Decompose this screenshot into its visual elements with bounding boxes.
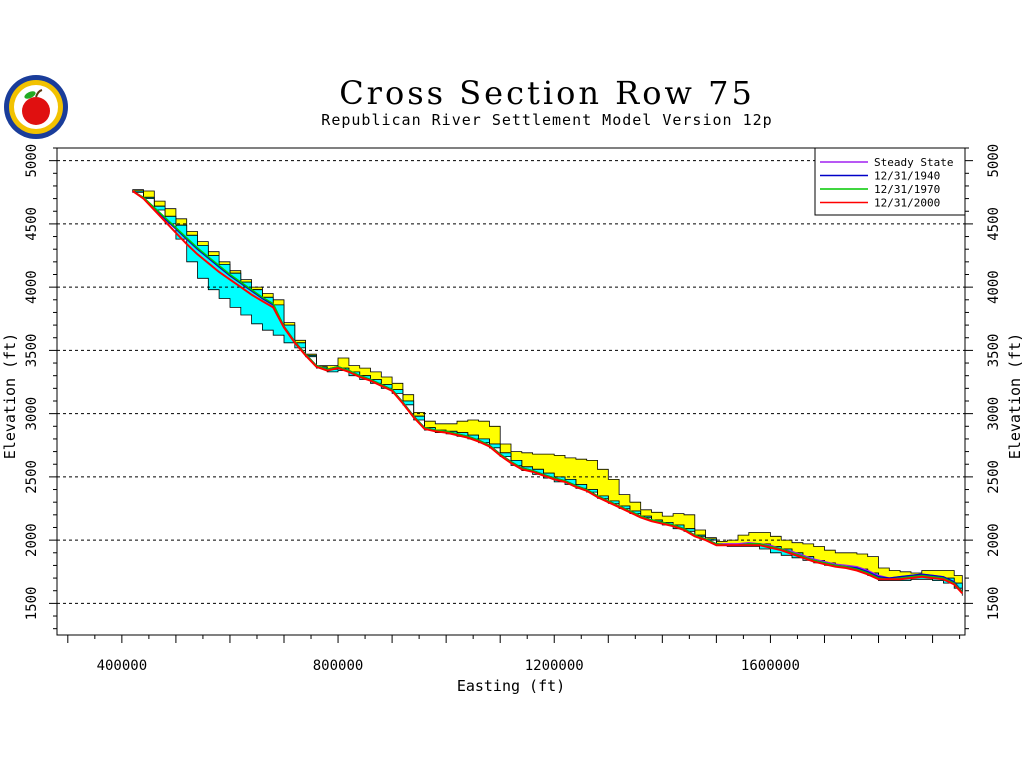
legend-label: 12/31/1970 [874, 183, 940, 196]
series-line [132, 190, 963, 593]
axis-ticks [49, 147, 973, 643]
chart-title: Cross Section Row 75 [339, 74, 755, 112]
y-tick-label-left: 2000 [24, 523, 40, 557]
legend-label: Steady State [874, 156, 953, 169]
plot-frame [56, 147, 966, 636]
x-tick-label: 400000 [97, 658, 148, 674]
y-tick-label-right: 3500 [986, 334, 1002, 368]
y-tick-label-left: 4000 [24, 270, 40, 304]
y-tick-label-left: 4500 [24, 207, 40, 241]
y-tick-label-right: 4500 [986, 207, 1002, 241]
y-tick-label-left: 3500 [24, 334, 40, 368]
x-tick-label: 800000 [313, 658, 364, 674]
x-axis-title: Easting (ft) [457, 677, 565, 695]
legend-label: 12/31/1940 [874, 170, 940, 183]
y-tick-label-left: 3000 [24, 397, 40, 431]
grid-lines [57, 160, 965, 604]
upper-layer-fill [132, 189, 963, 592]
series-line [132, 190, 963, 593]
y-tick-label-left: 5000 [24, 144, 40, 178]
y-tick-label-left: 1500 [24, 587, 40, 621]
y-tick-label-left: 2500 [24, 460, 40, 494]
layer-fills [132, 189, 963, 596]
y-tick-label-right: 5000 [986, 144, 1002, 178]
series-lines [132, 190, 964, 594]
series-line [132, 190, 964, 594]
series-line [132, 190, 963, 593]
legend-box [814, 147, 966, 216]
y-tick-label-right: 4000 [986, 270, 1002, 304]
x-tick-label: 1200000 [525, 658, 584, 674]
y-tick-label-right: 2000 [986, 523, 1002, 557]
y-tick-label-right: 3000 [986, 397, 1002, 431]
chart-subtitle: Republican River Settlement Model Versio… [321, 111, 773, 129]
lower-layer-fill [132, 190, 963, 596]
legend-label: 12/31/2000 [874, 197, 940, 210]
y-tick-label-right: 1500 [986, 587, 1002, 621]
y-tick-label-right: 2500 [986, 460, 1002, 494]
tick-labels: 400000 800000 1200000 1600000 1500 1500 2000 20… [24, 144, 1002, 674]
y-axis-title-right: Elevation (ft) [1006, 333, 1024, 459]
apple-icon [22, 97, 50, 125]
y-axis-title-left: Elevation (ft) [1, 333, 19, 459]
x-tick-label: 1600000 [741, 658, 800, 674]
legend: Steady State12/31/194012/31/197012/31/20… [814, 147, 966, 216]
logo-seal [4, 75, 68, 139]
